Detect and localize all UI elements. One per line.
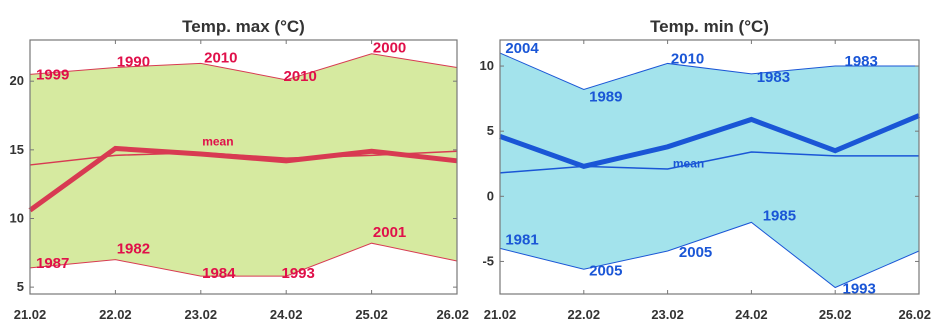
x-tick-label: 22.02	[99, 307, 132, 322]
min-year-label: 1985	[763, 207, 796, 224]
observed-line	[499, 113, 920, 169]
max-year-label: 2000	[373, 40, 406, 57]
chart-title: Temp. min (°C)	[650, 17, 769, 36]
x-tick-label: 21.02	[14, 307, 47, 322]
range-band	[30, 53, 457, 277]
x-tick-label: 24.02	[270, 307, 303, 322]
max-year-label: 2010	[284, 68, 317, 85]
chart-title: Temp. max (°C)	[182, 17, 305, 36]
x-tick-label: 23.02	[651, 307, 684, 322]
min-year-label: 1993	[843, 280, 876, 297]
min-year-label: 2005	[589, 262, 622, 279]
y-tick-label: 5	[17, 279, 24, 294]
max-year-label: 1989	[589, 88, 622, 105]
x-tick-label: 26.02	[436, 307, 469, 322]
x-tick-label: 25.02	[819, 307, 852, 322]
x-tick-label: 21.02	[484, 307, 517, 322]
min-year-label: 2001	[373, 224, 406, 241]
y-tick-label: -5	[482, 253, 494, 268]
min-year-label: 1987	[36, 255, 69, 272]
x-tick-label: 25.02	[355, 307, 388, 322]
max-year-label: 1983	[757, 69, 790, 86]
range-band	[500, 53, 919, 288]
mean-line	[499, 151, 919, 174]
max-year-label: 2004	[505, 40, 539, 57]
observed-line	[28, 145, 458, 213]
lower-bound-line	[29, 242, 458, 277]
y-tick-label: 5	[487, 123, 494, 138]
plot-frame	[29, 39, 458, 295]
plot-frame	[499, 39, 920, 295]
max-year-label: 2010	[204, 49, 237, 66]
y-tick-label: 10	[10, 210, 24, 225]
min-year-label: 1993	[282, 265, 315, 282]
min-year-label: 1984	[202, 265, 236, 282]
min-year-label: 2005	[679, 244, 712, 261]
x-tick-label: 24.02	[735, 307, 768, 322]
max-year-label: 1983	[845, 53, 878, 70]
mean-label: mean	[673, 157, 704, 171]
y-tick-label: 0	[487, 188, 494, 203]
y-tick-label: 15	[10, 142, 24, 157]
max-year-label: 2010	[671, 50, 704, 67]
y-tick-label: 20	[10, 73, 24, 88]
upper-bound-line	[29, 53, 458, 81]
x-tick-label: 22.02	[568, 307, 601, 322]
min-year-label: 1982	[117, 241, 150, 258]
temp-min-panel: mean 2004 1989 2010 1983 1983 1981 2005 2005 1985…	[480, 17, 931, 322]
y-tick-label: 10	[480, 58, 494, 73]
max-year-label: 1990	[117, 53, 150, 70]
x-tick-label: 23.02	[185, 307, 218, 322]
mean-label: mean	[202, 135, 233, 149]
upper-bound-line	[499, 52, 919, 91]
lower-bound-line	[499, 221, 920, 289]
max-year-label: 1999	[36, 66, 69, 83]
x-tick-label: 26.02	[898, 307, 931, 322]
min-year-label: 1981	[505, 231, 538, 248]
